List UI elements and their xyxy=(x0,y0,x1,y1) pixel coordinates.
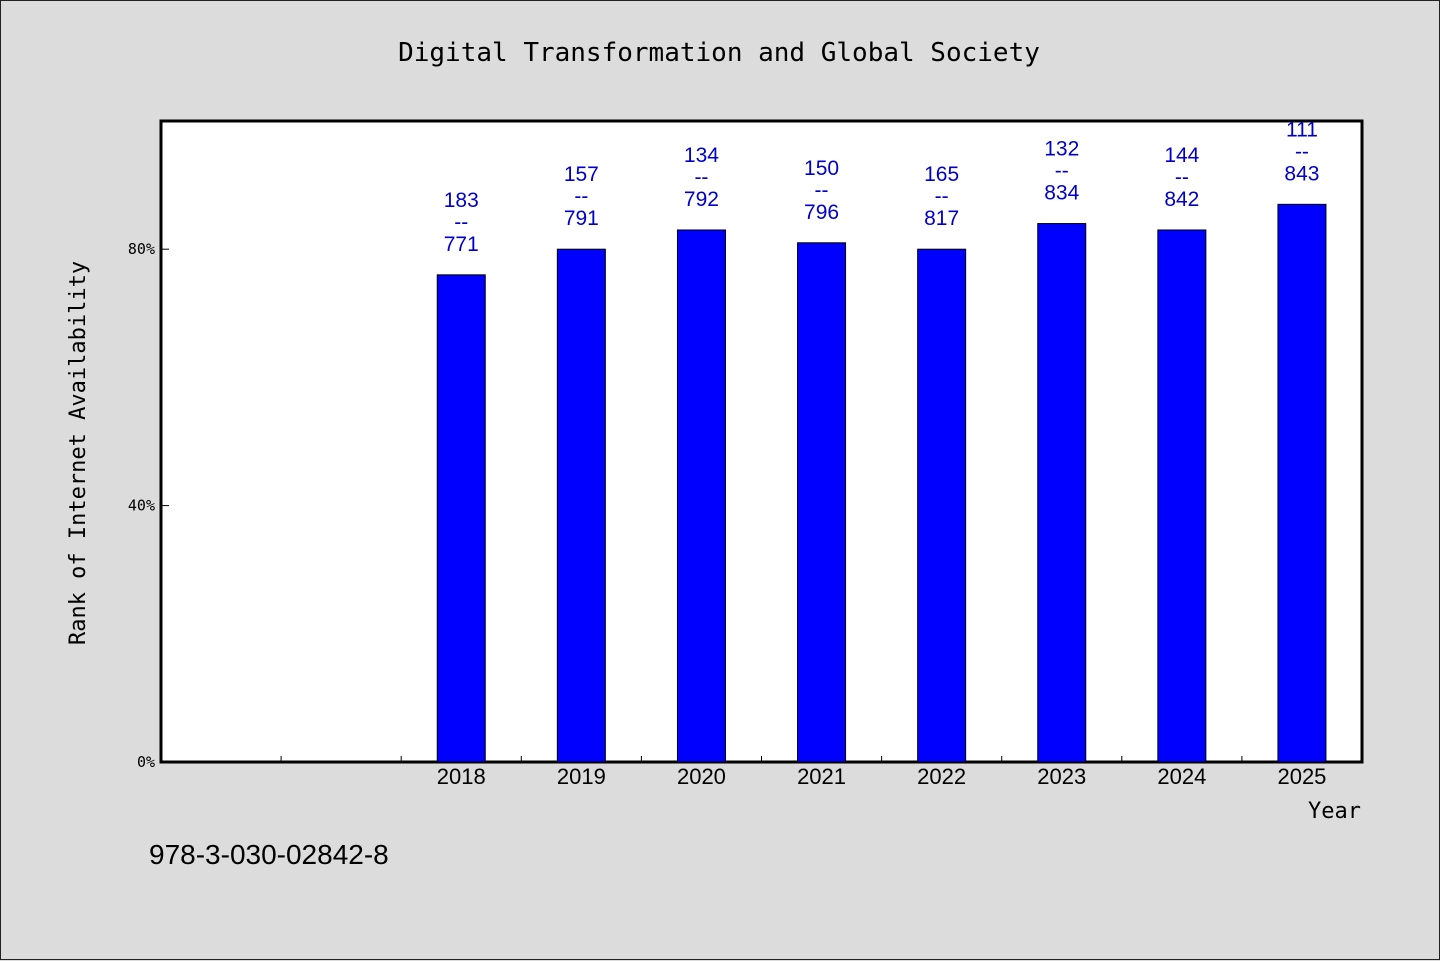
x-tick-label: 2022 xyxy=(917,764,966,789)
x-axis: 2018 2019 2020 2021 2022 2023 2024 2025 xyxy=(280,756,1326,789)
x-tick-label: 2018 xyxy=(437,764,486,789)
data-label: -- xyxy=(1055,160,1069,183)
data-label: 144 xyxy=(1164,144,1199,167)
data-label: 817 xyxy=(924,207,959,230)
bar-2019 xyxy=(556,248,606,763)
data-label: 842 xyxy=(1164,188,1199,211)
y-tick-label: 80% xyxy=(128,240,155,258)
bar-2020 xyxy=(676,229,726,763)
data-label: 183 xyxy=(444,189,479,212)
bar-2024 xyxy=(1157,229,1207,763)
data-label: 834 xyxy=(1044,182,1079,205)
y-tick-label: 40% xyxy=(128,497,155,515)
data-label: 796 xyxy=(804,201,839,224)
data-label: 791 xyxy=(564,207,599,230)
x-tick-label: 2021 xyxy=(797,764,846,789)
data-label: 111 xyxy=(1286,118,1318,141)
x-tick-label: 2020 xyxy=(677,764,726,789)
data-label: -- xyxy=(454,211,468,234)
y-axis-label: Rank of Internet Availability xyxy=(66,261,91,645)
x-tick-label: 2019 xyxy=(557,764,606,789)
data-label: -- xyxy=(694,166,708,189)
data-labels-layer: 183--771157--791134--792150--796165--817… xyxy=(444,118,1320,256)
y-tick-label: 0% xyxy=(137,753,155,771)
bar-2018 xyxy=(436,274,486,763)
data-label: -- xyxy=(1175,166,1189,189)
data-label: -- xyxy=(1295,140,1309,163)
bars-layer xyxy=(436,203,1327,763)
x-tick-label: 2023 xyxy=(1037,764,1086,789)
data-label: 843 xyxy=(1284,162,1319,185)
x-axis-label: Year xyxy=(1308,799,1361,824)
data-label: 792 xyxy=(684,188,719,211)
chart-title: Digital Transformation and Global Societ… xyxy=(398,38,1040,68)
data-label: 165 xyxy=(924,163,959,186)
x-tick-label: 2025 xyxy=(1277,764,1326,789)
isbn-text: 978-3-030-02842-8 xyxy=(149,839,389,870)
data-label: 150 xyxy=(804,157,839,180)
data-label: -- xyxy=(574,185,588,208)
bar-2023 xyxy=(1037,223,1087,763)
x-tick-label: 2024 xyxy=(1157,764,1206,789)
data-label: -- xyxy=(815,179,829,202)
bar-2025 xyxy=(1277,203,1327,763)
y-axis: 0% 40% 80% xyxy=(128,240,169,771)
data-label: 134 xyxy=(684,144,719,167)
data-label: 771 xyxy=(444,233,479,256)
bar-2021 xyxy=(797,242,847,763)
data-label: 157 xyxy=(564,163,599,186)
data-label: 132 xyxy=(1044,138,1079,161)
bar-2022 xyxy=(917,248,967,763)
data-label: -- xyxy=(935,185,949,208)
